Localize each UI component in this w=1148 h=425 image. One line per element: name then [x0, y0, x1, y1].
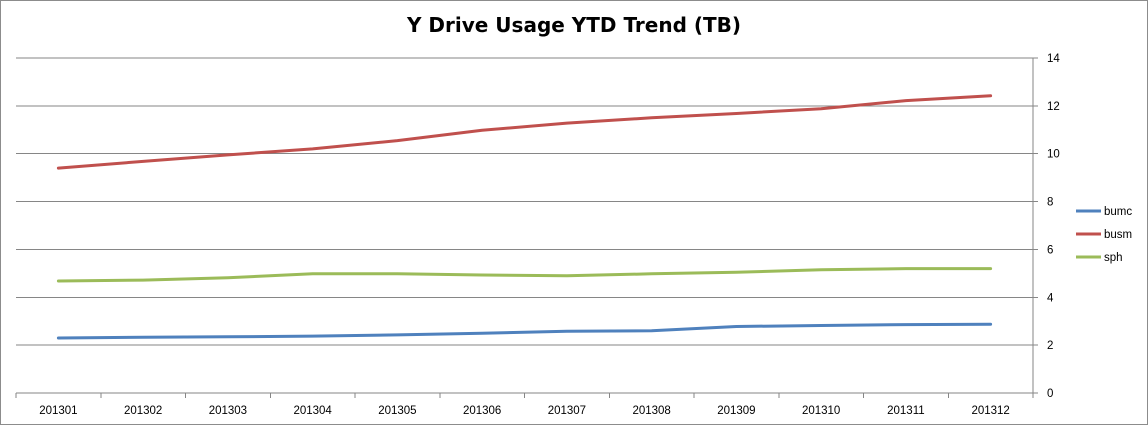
legend-label-bumc: bumc — [1104, 206, 1132, 218]
x-tick-label: 201306 — [463, 405, 501, 417]
y-tick-label: 4 — [1047, 292, 1054, 304]
y-tick-label: 0 — [1047, 388, 1053, 400]
series-line-sph — [56, 267, 993, 283]
y-tick-label: 10 — [1047, 149, 1060, 161]
x-tick-label: 201302 — [124, 405, 162, 417]
y-tick-label: 14 — [1047, 53, 1060, 65]
x-tick-label: 201309 — [717, 405, 755, 417]
x-tick-label: 201304 — [293, 405, 332, 417]
series-line-bumc — [56, 322, 993, 340]
series-line-busm — [56, 94, 993, 170]
x-tick-label: 201307 — [548, 405, 586, 417]
x-tick-label: 201308 — [632, 405, 670, 417]
y-tick-label: 8 — [1047, 197, 1053, 209]
chart-title: Y Drive Usage YTD Trend (TB) — [406, 13, 742, 37]
x-tick-label: 201303 — [209, 405, 247, 417]
legend: bumc busm sph — [1076, 206, 1132, 264]
x-tick-label: 201301 — [39, 405, 77, 417]
series-lines — [56, 94, 993, 340]
x-tick-label: 201310 — [802, 405, 840, 417]
y-tick-label: 2 — [1047, 340, 1053, 352]
y-tick-label: 12 — [1047, 101, 1060, 113]
x-tick-label: 201311 — [887, 405, 925, 417]
legend-label-busm: busm — [1104, 229, 1132, 241]
legend-label-sph: sph — [1104, 252, 1123, 264]
gridlines — [16, 57, 1033, 346]
x-tick-label: 201312 — [971, 405, 1009, 417]
axes: 0 2 4 6 8 10 12 14 201301 201302 201303 201304 20130… — [15, 53, 1060, 417]
x-tick-label: 201305 — [378, 405, 416, 417]
y-tick-label: 6 — [1047, 244, 1053, 256]
